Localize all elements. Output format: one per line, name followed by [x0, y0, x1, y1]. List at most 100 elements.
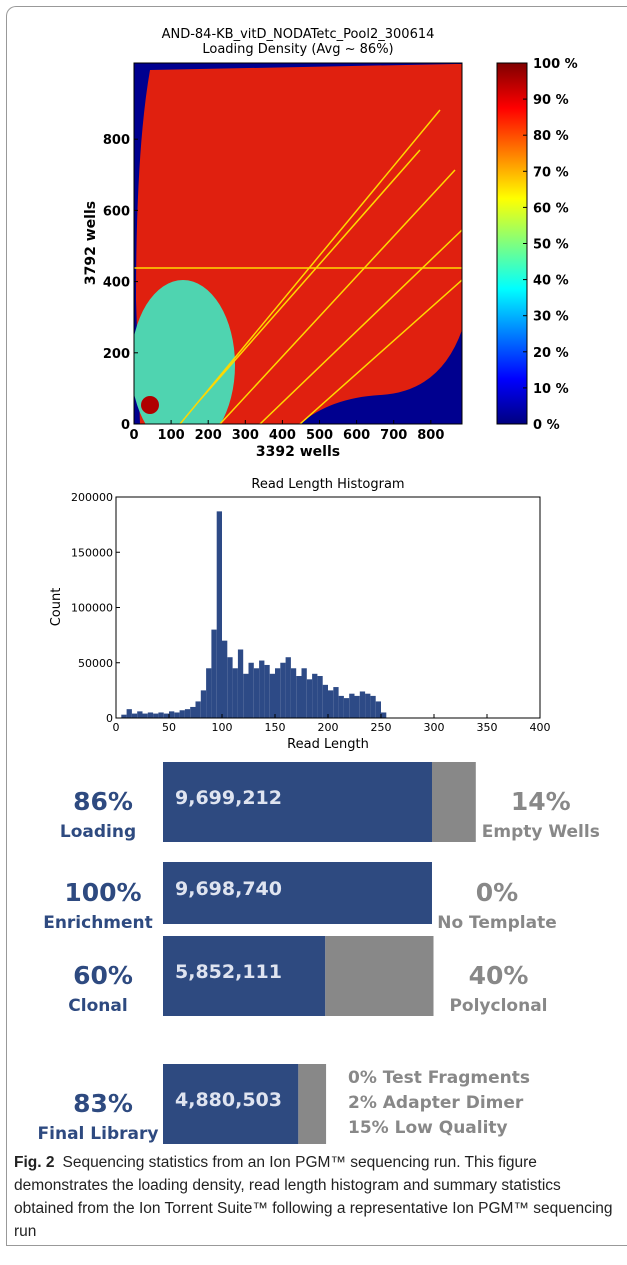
colorbar-tick-label: 30 %: [533, 310, 569, 325]
histogram-bar: [349, 694, 354, 718]
x-tick-label: 500: [306, 428, 333, 443]
histogram-bar: [190, 707, 195, 718]
histogram-bar: [180, 710, 185, 718]
caption-text: Sequencing statistics from an Ion PGM™ s…: [14, 1154, 613, 1240]
x-tick-label: 700: [380, 428, 407, 443]
histogram-bar: [227, 657, 232, 718]
histogram-bar: [137, 711, 142, 718]
x-tick-label: 400: [269, 428, 296, 443]
histogram-bar: [196, 701, 201, 718]
colorbar-tick-label: 60 %: [533, 201, 569, 216]
y-tick-label: 600: [103, 204, 130, 219]
colorbar-tick-label: 50 %: [533, 238, 569, 253]
x-tick-label: 300: [232, 428, 259, 443]
histogram-bar: [222, 641, 227, 718]
count-label: 5,852,111: [175, 961, 282, 983]
histogram-bar: [201, 690, 206, 718]
histogram-bar: [317, 676, 322, 718]
colorbar-tick-label: 70 %: [533, 165, 569, 180]
histogram-bar: [275, 668, 280, 718]
x-tick-label: 0: [113, 721, 120, 734]
chart-subtitle: Loading Density (Avg ~ 86%): [202, 42, 393, 57]
rest-percent-label: 14%: [511, 787, 571, 816]
rest-percent-label: 0%: [476, 878, 518, 907]
histogram-bar: [174, 712, 179, 718]
count-label: 4,880,503: [175, 1089, 282, 1111]
colorbar-tick-label: 90 %: [533, 93, 569, 108]
chart-title: Read Length Histogram: [251, 477, 404, 492]
row-name: Clonal: [68, 996, 127, 1016]
chart-title: AND-84-KB_vitD_NODATetc_Pool2_300614: [162, 27, 435, 42]
histogram-bar: [211, 630, 216, 718]
histogram-bar: [185, 709, 190, 718]
histogram-bar: [280, 663, 285, 718]
histogram-bar: [312, 674, 317, 718]
histogram-bar: [233, 668, 238, 718]
histogram-bar: [148, 712, 153, 718]
x-tick-label: 150: [265, 721, 286, 734]
x-tick-label: 350: [477, 721, 498, 734]
rest-name: Empty Wells: [482, 822, 600, 842]
histogram-bar: [323, 685, 328, 718]
x-tick-label: 600: [343, 428, 370, 443]
x-tick-label: 200: [318, 721, 339, 734]
histogram-bar: [132, 714, 137, 718]
histogram-bar: [307, 679, 312, 718]
colorbar-tick-label: 10 %: [533, 382, 569, 397]
histogram-bar: [370, 696, 375, 718]
y-tick-label: 100000: [71, 602, 113, 615]
row-name: Loading: [60, 822, 136, 842]
row-name: Final Library: [38, 1124, 159, 1144]
x-tick-label: 0: [129, 428, 138, 443]
colorbar-tick-label: 0 %: [533, 418, 560, 433]
histogram-bar: [249, 663, 254, 718]
histogram-bar: [206, 668, 211, 718]
histogram-bar: [238, 649, 243, 718]
colorbar: [497, 63, 527, 424]
colorbar-tick-label: 20 %: [533, 346, 569, 361]
y-tick-label: 0: [106, 712, 113, 725]
histogram-bar: [328, 690, 333, 718]
rest-name: No Template: [437, 913, 557, 933]
histogram-bar: [339, 696, 344, 718]
y-axis-label: Count: [49, 588, 64, 627]
x-tick-label: 800: [417, 428, 444, 443]
note-label: 15% Low Quality: [348, 1118, 508, 1138]
y-axis-label: 3792 wells: [83, 201, 99, 285]
histogram-bar: [143, 714, 148, 718]
x-axis-label: Read Length: [287, 737, 369, 752]
histogram-bar: [217, 511, 222, 718]
histogram-bar: [381, 712, 386, 718]
percent-label: 86%: [73, 787, 133, 816]
rest-percent-label: 40%: [469, 961, 529, 990]
figure: AND-84-KB_vitD_NODATetc_Pool2_300614Load…: [0, 0, 627, 1150]
count-label: 9,698,740: [175, 878, 282, 900]
histogram-bar: [360, 691, 365, 718]
x-tick-label: 250: [371, 721, 392, 734]
histogram-bar: [127, 709, 132, 718]
histogram-bar: [291, 668, 296, 718]
y-tick-label: 800: [103, 133, 130, 148]
spot: [141, 396, 159, 414]
colorbar-tick-label: 40 %: [533, 274, 569, 289]
histogram-bar: [296, 676, 301, 718]
rest-bar: [432, 762, 476, 842]
note-label: 2% Adapter Dimer: [348, 1093, 524, 1113]
y-tick-label: 50000: [78, 657, 113, 670]
y-tick-label: 200: [103, 347, 130, 362]
histogram-bar: [333, 687, 338, 718]
row-name: Enrichment: [43, 913, 153, 933]
y-tick-label: 200000: [71, 491, 113, 504]
y-tick-label: 150000: [71, 546, 113, 559]
note-label: 0% Test Fragments: [348, 1068, 530, 1088]
colorbar-tick-label: 80 %: [533, 129, 569, 144]
percent-label: 60%: [73, 961, 133, 990]
histogram-bar: [164, 714, 169, 718]
histogram-bar: [302, 668, 307, 718]
caption-label: Fig. 2: [14, 1154, 54, 1171]
x-tick-label: 200: [195, 428, 222, 443]
x-axis-label: 3392 wells: [256, 444, 340, 460]
rest-bar: [325, 936, 433, 1016]
percent-label: 83%: [73, 1089, 133, 1118]
